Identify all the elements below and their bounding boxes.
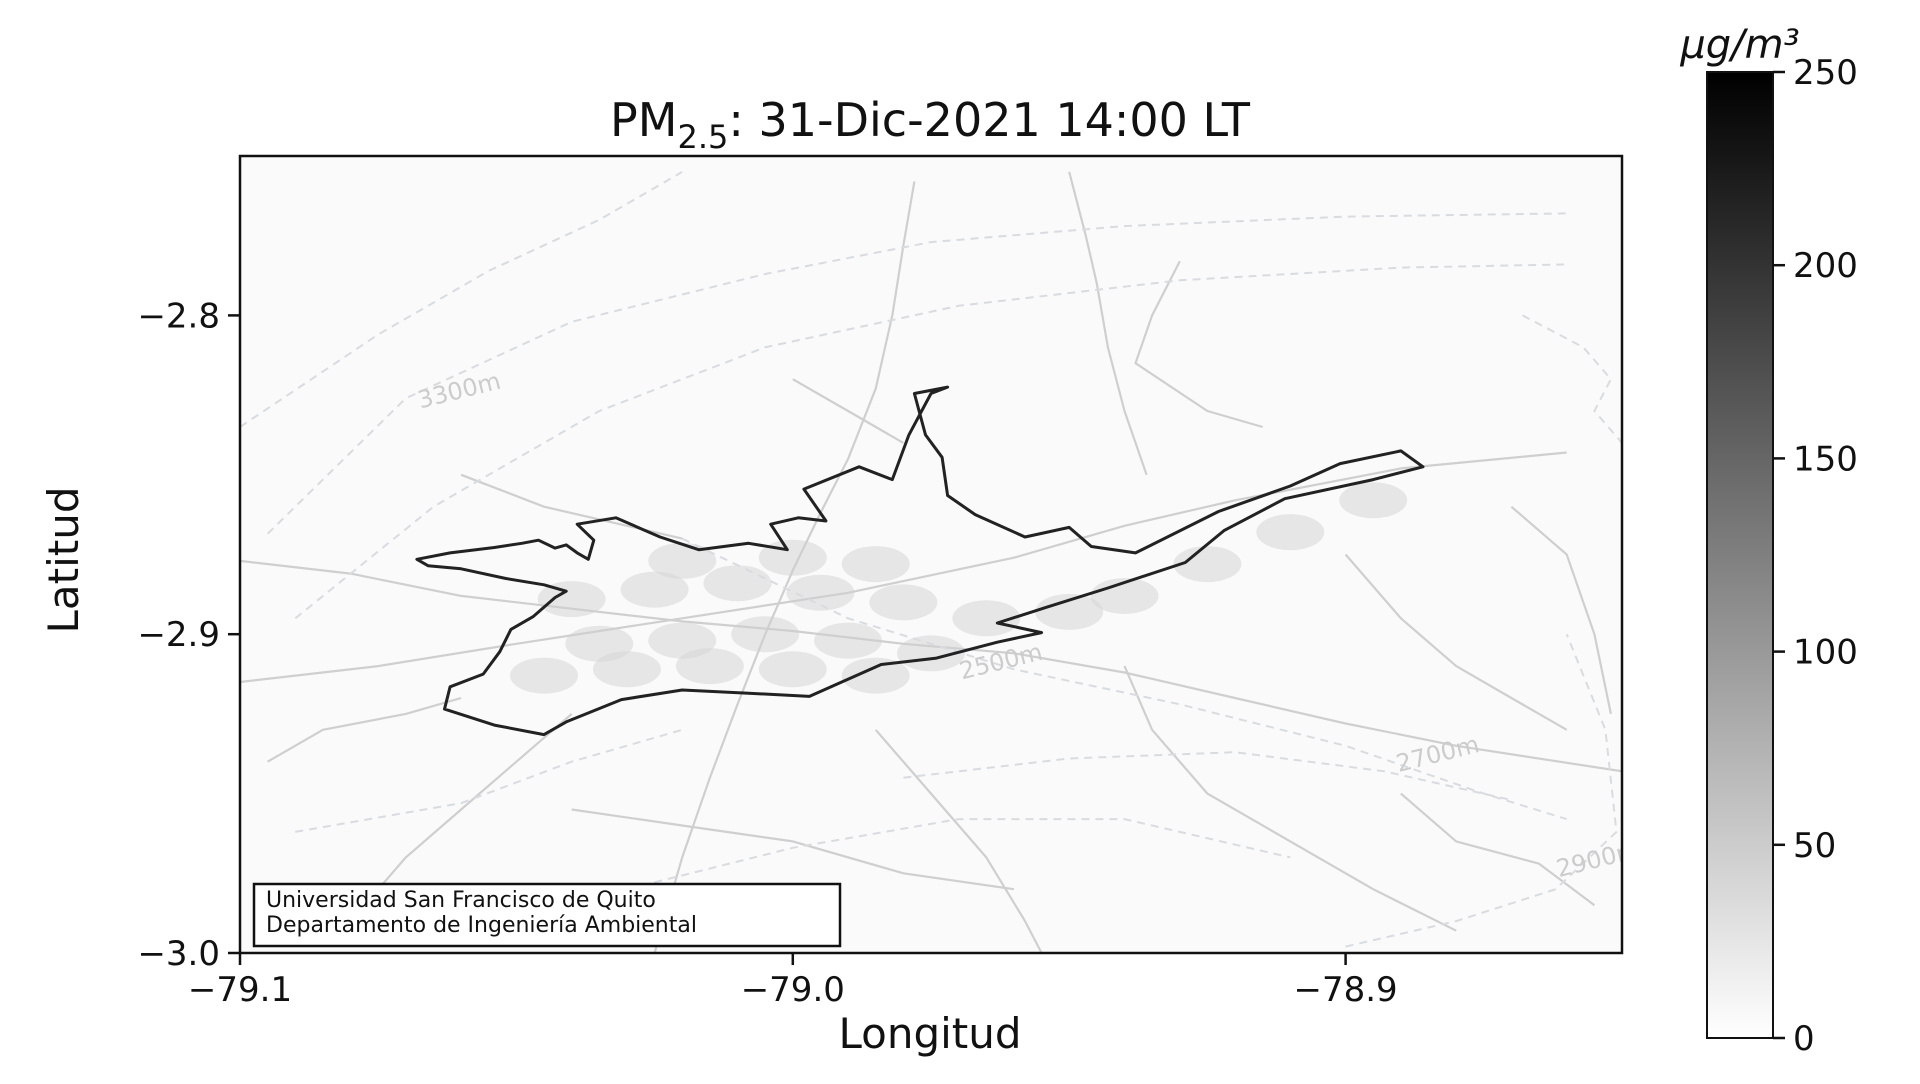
y-tick-label: −2.9 (137, 615, 220, 655)
elevation-contour (295, 728, 683, 833)
chart-title: PM2.5: 31-Dic-2021 14:00 LT (610, 93, 1251, 156)
road-line (240, 559, 1622, 773)
road-line (267, 696, 462, 763)
road-line (240, 451, 1567, 684)
boundary-layer (415, 385, 1425, 737)
road-line (1123, 665, 1457, 932)
urban-patch (648, 542, 717, 579)
road-line (571, 808, 1015, 891)
colorbar-unit-label: μg/m³ (1679, 22, 1799, 68)
urban-patch (869, 584, 938, 621)
urban-patch (841, 657, 910, 694)
x-tick-label: −79.1 (188, 970, 292, 1010)
elevation-contour (626, 818, 1291, 891)
urban-patch (703, 565, 772, 602)
urban-patch (620, 571, 689, 608)
chart-title-subscript: 2.5 (677, 118, 728, 156)
road-line (1510, 505, 1612, 715)
colorbar-tick-label: 100 (1793, 633, 1858, 673)
urban-patch (786, 574, 855, 611)
x-tick-label: −78.9 (1293, 970, 1397, 1010)
urban-patch (1256, 514, 1325, 551)
urban-patch (814, 622, 883, 659)
chart-title-suffix: : 31-Dic-2021 14:00 LT (728, 93, 1251, 147)
colorbar: 0 50 100 150 200 250 μg/m³ (1679, 22, 1858, 1059)
y-tick-label: −3.0 (137, 934, 220, 974)
urban-patch (675, 648, 744, 685)
urban-patch (1339, 482, 1408, 519)
x-axis-ticks: −79.1 −79.0 −78.9 (188, 953, 1398, 1010)
roads-layer (240, 171, 1622, 953)
colorbar-ticks: 0 50 100 150 200 250 (1773, 53, 1858, 1059)
elevation-contour (294, 263, 1567, 620)
road-line (1068, 171, 1148, 476)
y-tick-label: −2.8 (137, 296, 220, 336)
urban-patch (537, 581, 606, 618)
x-tick-label: −79.0 (741, 970, 845, 1010)
elevation-contour (1522, 314, 1622, 444)
colorbar-gradient (1706, 71, 1774, 1039)
road-line (874, 729, 1043, 953)
road-line (1400, 792, 1596, 907)
road-line (653, 181, 916, 953)
road-line (1134, 260, 1264, 429)
plot-frame (238, 154, 1624, 955)
elevation-contour (1345, 633, 1618, 948)
urban-patch (841, 546, 910, 583)
colorbar-tick-label: 200 (1793, 246, 1858, 286)
plot-background (240, 156, 1622, 953)
colorbar-tick-label: 150 (1793, 439, 1858, 479)
credit-box-frame (252, 882, 842, 948)
elevation-contours-layer (240, 171, 1622, 948)
colorbar-tick-label: 0 (1793, 1019, 1815, 1059)
elevation-contour (266, 212, 1567, 535)
credit-line-2: Departamento de Ingeniería Ambiental (266, 913, 697, 938)
road-line (349, 713, 573, 922)
credit-line-1: Universidad San Francisco de Quito (266, 888, 656, 913)
urban-patch (758, 651, 827, 688)
urban-area-layer (510, 482, 1408, 694)
y-axis-ticks: −2.8 −2.9 −3.0 (137, 296, 240, 974)
urban-patch (1035, 593, 1104, 630)
urban-patch (1173, 546, 1242, 583)
road-line (460, 473, 683, 540)
credit-box: Universidad San Francisco de Quito Depar… (252, 882, 842, 948)
elevation-contour (681, 537, 1567, 821)
urban-patch (592, 651, 661, 688)
urban-patch (510, 657, 579, 694)
urban-boundary-outline (415, 385, 1425, 737)
road-line (792, 378, 904, 444)
colorbar-tick-label: 250 (1793, 53, 1858, 93)
road-line (1344, 553, 1568, 731)
chart-title-prefix: PM (610, 93, 677, 147)
y-axis-label: Latitud (39, 486, 88, 633)
x-axis-label: Longitud (838, 1009, 1021, 1058)
colorbar-tick-label: 50 (1793, 826, 1836, 866)
urban-patch (952, 600, 1021, 637)
